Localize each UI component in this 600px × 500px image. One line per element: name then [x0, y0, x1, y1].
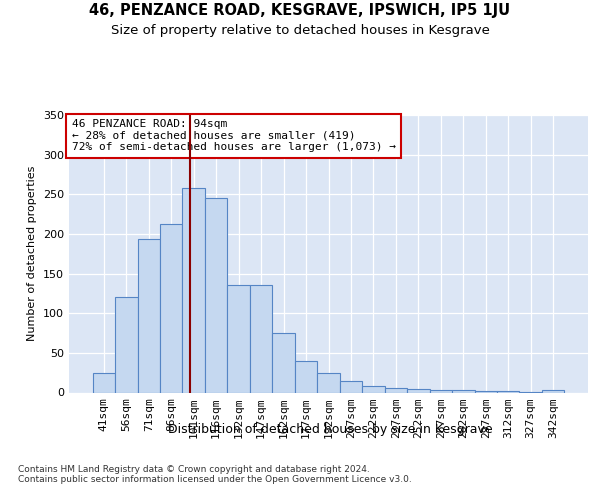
- Bar: [272, 333, 295, 392]
- Text: 46 PENZANCE ROAD: 94sqm
← 28% of detached houses are smaller (419)
72% of semi-d: 46 PENZANCE ROAD: 94sqm ← 28% of detache…: [71, 119, 395, 152]
- Bar: [497, 391, 520, 392]
- Bar: [205, 198, 227, 392]
- Bar: [250, 284, 272, 393]
- Bar: [362, 386, 385, 392]
- Bar: [340, 382, 362, 392]
- Bar: [92, 372, 115, 392]
- Y-axis label: Number of detached properties: Number of detached properties: [28, 166, 37, 342]
- Bar: [160, 224, 182, 392]
- Text: Contains HM Land Registry data © Crown copyright and database right 2024.
Contai: Contains HM Land Registry data © Crown c…: [18, 465, 412, 484]
- Bar: [407, 388, 430, 392]
- Bar: [295, 361, 317, 392]
- Bar: [182, 188, 205, 392]
- Bar: [385, 388, 407, 392]
- Bar: [475, 391, 497, 392]
- Bar: [227, 284, 250, 393]
- Bar: [542, 390, 565, 392]
- Text: Size of property relative to detached houses in Kesgrave: Size of property relative to detached ho…: [110, 24, 490, 37]
- Bar: [430, 390, 452, 392]
- Bar: [452, 390, 475, 392]
- Text: Distribution of detached houses by size in Kesgrave: Distribution of detached houses by size …: [167, 422, 493, 436]
- Bar: [137, 240, 160, 392]
- Text: 46, PENZANCE ROAD, KESGRAVE, IPSWICH, IP5 1JU: 46, PENZANCE ROAD, KESGRAVE, IPSWICH, IP…: [89, 2, 511, 18]
- Bar: [317, 372, 340, 392]
- Bar: [115, 298, 137, 392]
